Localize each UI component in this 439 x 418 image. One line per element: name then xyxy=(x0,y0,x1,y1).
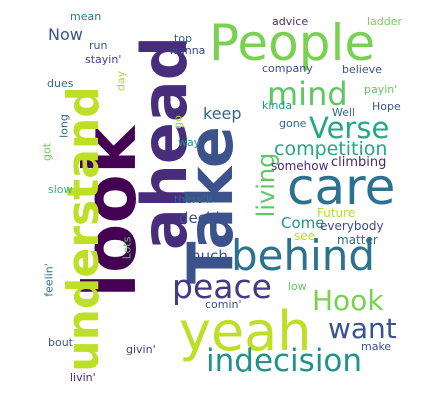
word-livin: livin' xyxy=(70,371,96,384)
word-future: Future xyxy=(317,206,356,220)
word-somehow: somehow xyxy=(271,159,329,173)
word-now: Now xyxy=(48,25,83,44)
word-peace: peace xyxy=(172,267,272,306)
word-competition: competition xyxy=(274,138,388,160)
word-day: day xyxy=(114,70,128,92)
word-want: want xyxy=(328,312,397,345)
word-stayin: stayin' xyxy=(85,53,122,66)
word-climbing: climbing xyxy=(331,155,387,170)
word-low: low xyxy=(288,280,307,293)
word-well: Well xyxy=(332,106,356,119)
word-come: Come xyxy=(281,214,325,232)
word-gone: gone xyxy=(279,117,307,130)
word-decide: decide xyxy=(179,209,229,227)
word-mean: mean xyxy=(70,10,102,23)
word-bout: bout xyxy=(48,336,73,349)
word-indecision: indecision xyxy=(206,343,363,379)
word-slow: slow xyxy=(48,183,73,196)
word-way: way xyxy=(178,136,201,149)
word-see: see xyxy=(294,229,316,243)
word-ladder: ladder xyxy=(367,15,403,28)
word-advice: advice xyxy=(272,15,309,28)
word-company: company xyxy=(262,62,313,75)
word-hook: Hook xyxy=(312,284,384,317)
word-verse: Verse xyxy=(309,111,390,145)
word-feelin: feelin' xyxy=(42,263,56,297)
word-behind: behind xyxy=(231,231,376,280)
word-lots: Lots xyxy=(120,236,134,260)
word-dues: dues xyxy=(47,77,74,90)
word-yeah: yeah xyxy=(179,300,312,363)
word-long: long xyxy=(57,114,71,138)
word-run: run xyxy=(89,39,108,52)
word-go: go xyxy=(171,115,185,129)
word-comin: comin' xyxy=(205,298,242,311)
word-payin: payin' xyxy=(364,83,398,96)
word-make: make xyxy=(361,340,392,353)
word-believe: believe xyxy=(342,63,382,76)
word-mind: mind xyxy=(267,75,348,113)
word-much: much xyxy=(186,247,228,265)
word-wanna: wanna xyxy=(169,44,206,57)
word-everybody: everybody xyxy=(320,219,384,233)
word-matter: matter xyxy=(337,233,378,247)
word-kinda: kinda xyxy=(262,99,293,112)
word-got: got xyxy=(40,142,54,162)
word-therell: there'll xyxy=(174,193,213,206)
word-care: care xyxy=(287,158,396,216)
word-people: People xyxy=(209,14,376,72)
word-keep: keep xyxy=(203,104,242,123)
word-givin: givin' xyxy=(126,343,156,356)
word-hope: Hope xyxy=(372,100,401,113)
word-top: top xyxy=(174,32,193,45)
